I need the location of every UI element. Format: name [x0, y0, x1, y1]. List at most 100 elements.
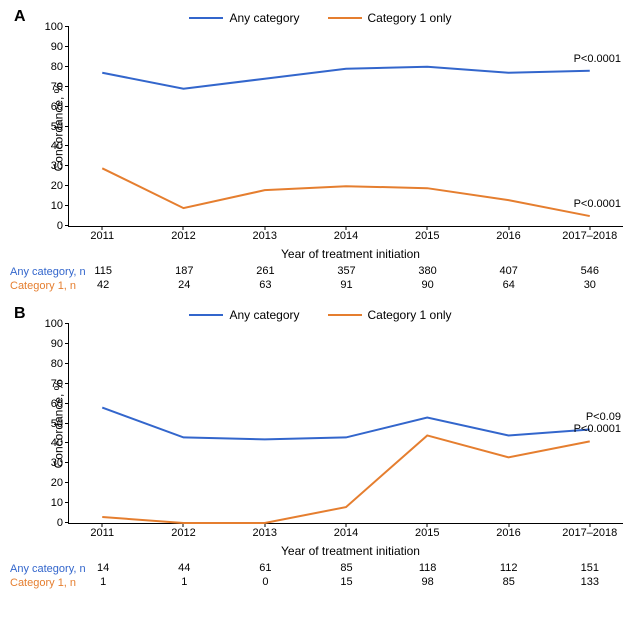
- n-cell: 85: [340, 562, 352, 574]
- x-tick-label: 2011: [90, 230, 114, 242]
- x-tick-mark: [183, 226, 184, 230]
- n-cell: 1: [100, 576, 106, 588]
- y-tick-label: 90: [33, 338, 63, 350]
- legend: Any category Category 1 only: [8, 8, 633, 25]
- x-axis-label: Year of treatment initiation: [68, 544, 633, 558]
- x-tick-mark: [508, 523, 509, 527]
- legend-swatch: [328, 17, 362, 19]
- x-tick-mark: [102, 523, 103, 527]
- legend-text: Any category: [229, 11, 299, 25]
- n-row-cells: 14446185118112151: [70, 562, 623, 576]
- n-cell: 187: [175, 265, 193, 277]
- x-tick-label: 2015: [415, 527, 439, 539]
- x-tick-mark: [589, 226, 590, 230]
- x-tick-mark: [346, 226, 347, 230]
- n-row-n_cat1: Category 1, n110159885133: [8, 576, 633, 590]
- y-tick-label: 90: [33, 41, 63, 53]
- y-tick-label: 60: [33, 101, 63, 113]
- n-cell: 118: [419, 562, 437, 574]
- y-tick-label: 10: [33, 497, 63, 509]
- y-tick-label: 100: [33, 318, 63, 330]
- n-row-n_any: Any category, n115187261357380407546: [8, 265, 633, 279]
- n-cell: 61: [259, 562, 271, 574]
- legend: Any category Category 1 only: [8, 305, 633, 322]
- n-cell: 357: [337, 265, 355, 277]
- legend-item-series1: Any category: [189, 11, 299, 25]
- y-tick-label: 40: [33, 437, 63, 449]
- n-cell: 30: [584, 279, 596, 291]
- panel-A: A Any category Category 1 only Concordance,…: [8, 8, 633, 293]
- n-cell: 64: [503, 279, 515, 291]
- y-tick-label: 0: [33, 220, 63, 232]
- legend-text: Any category: [229, 308, 299, 322]
- n-cell: 133: [581, 576, 599, 588]
- n-cell: 90: [421, 279, 433, 291]
- legend-item-series1: Any category: [189, 308, 299, 322]
- y-tick-label: 100: [33, 21, 63, 33]
- line-series2: [102, 435, 590, 523]
- line-series1: [102, 408, 590, 440]
- n-cell: 42: [97, 279, 109, 291]
- y-tick-label: 40: [33, 140, 63, 152]
- x-tick-label: 2011: [90, 527, 114, 539]
- x-tick-label: 2017–2018: [562, 527, 617, 539]
- x-tick-label: 2014: [334, 230, 358, 242]
- chart-lines: [69, 324, 623, 523]
- n-row-n_cat1: Category 1, n42246391906430: [8, 279, 633, 293]
- x-tick-label: 2015: [415, 230, 439, 242]
- pvalue-series2: P<0.0001: [574, 198, 621, 210]
- n-cell: 1: [181, 576, 187, 588]
- y-tick-label: 80: [33, 61, 63, 73]
- x-tick-mark: [589, 523, 590, 527]
- x-tick-label: 2013: [252, 527, 276, 539]
- n-cell: 98: [421, 576, 433, 588]
- n-cell: 91: [340, 279, 352, 291]
- x-axis-label: Year of treatment initiation: [68, 247, 633, 261]
- x-tick-mark: [264, 226, 265, 230]
- n-cell: 380: [418, 265, 436, 277]
- n-cell: 63: [259, 279, 271, 291]
- panel-label: A: [14, 8, 26, 26]
- chart: Concordance, %01020304050607080901002011…: [68, 27, 623, 227]
- chart: Concordance, %01020304050607080901002011…: [68, 324, 623, 524]
- panel-label: B: [14, 305, 26, 323]
- y-tick-label: 50: [33, 418, 63, 430]
- y-tick-label: 20: [33, 180, 63, 192]
- n-cell: 15: [340, 576, 352, 588]
- n-cell: 261: [256, 265, 274, 277]
- line-series2: [102, 168, 590, 216]
- n-table: Any category, n14446185118112151Category…: [8, 562, 633, 590]
- n-cell: 112: [500, 562, 518, 574]
- n-row-cells: 1 1 0 15 98 85 133: [70, 576, 623, 590]
- legend-swatch: [328, 314, 362, 316]
- n-row-cells: 115187261357380407546: [70, 265, 623, 279]
- x-tick-label: 2014: [334, 527, 358, 539]
- legend-swatch: [189, 314, 223, 316]
- n-row-cells: 42246391906430: [70, 279, 623, 293]
- chart-lines: [69, 27, 623, 226]
- y-tick-label: 60: [33, 398, 63, 410]
- n-cell: 0: [262, 576, 268, 588]
- x-tick-label: 2012: [171, 527, 195, 539]
- legend-swatch: [189, 17, 223, 19]
- n-cell: 14: [97, 562, 109, 574]
- x-tick-label: 2017–2018: [562, 230, 617, 242]
- panel-B: B Any category Category 1 only Concordance,…: [8, 305, 633, 590]
- x-tick-label: 2016: [496, 527, 520, 539]
- legend-text: Category 1 only: [368, 11, 452, 25]
- n-row-n_any: Any category, n14446185118112151: [8, 562, 633, 576]
- n-cell: 85: [503, 576, 515, 588]
- pvalue-series2: P<0.0001: [574, 423, 621, 435]
- y-tick-label: 70: [33, 81, 63, 93]
- n-cell: 407: [500, 265, 518, 277]
- x-tick-mark: [346, 523, 347, 527]
- y-tick-label: 10: [33, 200, 63, 212]
- y-tick-label: 20: [33, 477, 63, 489]
- x-tick-mark: [427, 523, 428, 527]
- pvalue-series1: P<0.09: [586, 411, 621, 423]
- legend-item-series2: Category 1 only: [328, 308, 452, 322]
- n-table: Any category, n115187261357380407546Cate…: [8, 265, 633, 293]
- y-tick-label: 30: [33, 457, 63, 469]
- n-cell: 44: [178, 562, 190, 574]
- y-tick-label: 80: [33, 358, 63, 370]
